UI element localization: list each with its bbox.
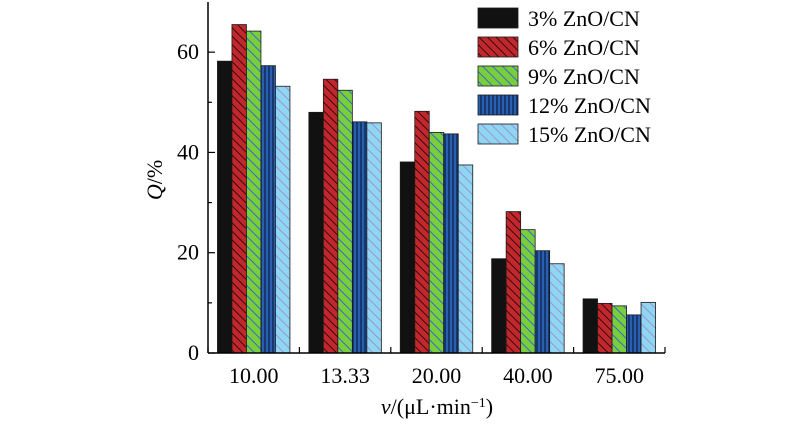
plot-area bbox=[217, 24, 656, 354]
y-tick-label: 0 bbox=[188, 340, 199, 365]
bar-15-zno-cn-13.33 bbox=[366, 122, 382, 354]
legend-label: 9% ZnO/CN bbox=[528, 64, 640, 89]
x-axis-title: v/(μL·min−1) bbox=[381, 394, 493, 419]
bar-12-zno-cn-75.00 bbox=[626, 314, 642, 354]
bar-6-zno-cn-20.00 bbox=[414, 110, 430, 354]
bar-3-zno-cn-10.00 bbox=[217, 60, 233, 354]
bar-3-zno-cn-13.33 bbox=[308, 111, 324, 354]
legend-swatch bbox=[477, 36, 519, 58]
x-tick-label: 13.33 bbox=[320, 363, 370, 388]
legend-swatch bbox=[477, 94, 519, 116]
bar-15-zno-cn-40.00 bbox=[549, 263, 565, 354]
y-tick-label: 60 bbox=[177, 39, 199, 64]
bar-9-zno-cn-10.00 bbox=[246, 30, 262, 354]
axes: 0 20 40 60 10.00 13.33 20.00 40.00 75.00 bbox=[177, 2, 666, 388]
legend-label: 6% ZnO/CN bbox=[528, 35, 640, 60]
bar-15-zno-cn-10.00 bbox=[275, 85, 291, 354]
bar-3-zno-cn-40.00 bbox=[491, 258, 507, 354]
bar-12-zno-cn-40.00 bbox=[534, 250, 551, 354]
legend-label: 15% ZnO/CN bbox=[528, 122, 651, 147]
x-tick-label: 40.00 bbox=[503, 363, 553, 388]
bar-9-zno-cn-20.00 bbox=[428, 131, 445, 354]
legend-swatch bbox=[477, 7, 519, 29]
bar-12-zno-cn-13.33 bbox=[351, 121, 368, 354]
legend: 3% ZnO/CN 6% ZnO/CN 9% ZnO/CN 12% ZnO/CN 15%… bbox=[477, 6, 651, 147]
legend-swatch bbox=[477, 123, 519, 145]
y-tick-label: 40 bbox=[177, 139, 199, 164]
bar-6-zno-cn-75.00 bbox=[597, 302, 613, 354]
bar-3-zno-cn-75.00 bbox=[582, 298, 598, 354]
bar-9-zno-cn-75.00 bbox=[611, 305, 627, 354]
bar-15-zno-cn-20.00 bbox=[457, 164, 474, 354]
bar-3-zno-cn-20.00 bbox=[399, 161, 416, 354]
legend-swatch bbox=[477, 65, 519, 87]
bar-15-zno-cn-75.00 bbox=[640, 301, 656, 354]
bar-12-zno-cn-10.00 bbox=[260, 65, 276, 354]
legend-label: 12% ZnO/CN bbox=[528, 93, 651, 118]
x-tick-label: 20.00 bbox=[412, 363, 462, 388]
bar-12-zno-cn-20.00 bbox=[443, 133, 459, 354]
y-tick-label: 20 bbox=[177, 240, 199, 265]
legend-label: 3% ZnO/CN bbox=[528, 6, 640, 31]
bar-9-zno-cn-40.00 bbox=[520, 229, 536, 354]
x-tick-label: 75.00 bbox=[595, 363, 645, 388]
bar-6-zno-cn-40.00 bbox=[505, 211, 522, 354]
bar-6-zno-cn-10.00 bbox=[231, 24, 247, 354]
bar-9-zno-cn-13.33 bbox=[337, 89, 353, 354]
x-tick-label: 10.00 bbox=[229, 363, 279, 388]
bar-6-zno-cn-13.33 bbox=[322, 78, 339, 354]
y-axis-title: Q/% bbox=[142, 160, 167, 200]
